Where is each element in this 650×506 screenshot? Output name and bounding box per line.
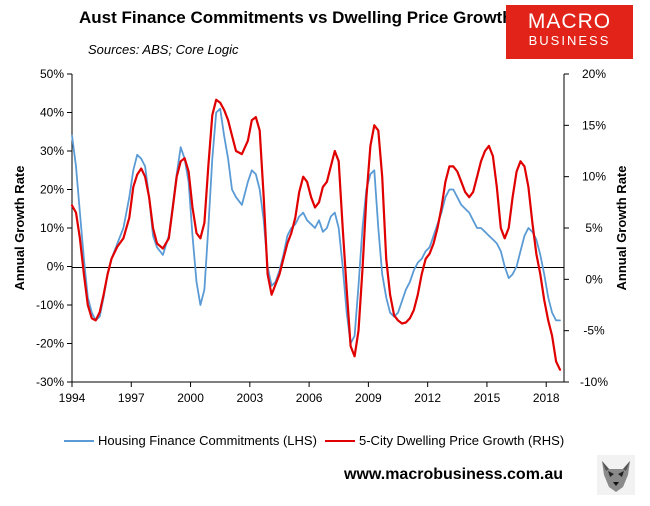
chart-title: Aust Finance Commitments vs Dwelling Pri…	[79, 8, 513, 27]
y-left-tick-label: -20%	[36, 337, 64, 351]
y-left-tick-label: 10%	[40, 221, 64, 235]
y-right-tick-label: 10%	[582, 170, 606, 184]
y-left-tick-label: 20%	[40, 183, 64, 197]
x-tick-label: 2006	[296, 391, 323, 405]
legend-label-dwelling-price: 5-City Dwelling Price Growth (RHS)	[359, 433, 564, 448]
x-tick-label: 1997	[118, 391, 145, 405]
logo-line-1: MACRO	[527, 10, 612, 33]
macrobusiness-logo: MACRO BUSINESS	[506, 5, 633, 59]
y-left-tick-label: 0%	[47, 260, 65, 274]
series-line-housing-finance	[71, 107, 561, 345]
x-tick-label: 2000	[177, 391, 204, 405]
y-left-tick-label: -10%	[36, 298, 64, 312]
y-right-tick-label: 20%	[582, 67, 606, 81]
series-line-dwelling-price	[70, 98, 562, 371]
logo-line-2: BUSINESS	[528, 33, 611, 48]
x-tick-label: 2015	[474, 391, 501, 405]
x-tick-label: 2018	[533, 391, 560, 405]
y-right-tick-label: -5%	[583, 324, 605, 338]
y-left-tick-label: 30%	[40, 144, 64, 158]
chart-sources: Sources: ABS; Core Logic	[88, 42, 239, 57]
y-left-tick-label: 40%	[40, 106, 64, 120]
y-axis-title-right: Annual Growth Rate	[614, 166, 629, 291]
x-tick-label: 1994	[59, 391, 86, 405]
axis-ticks: -30% -20% -10% 0% 10% 20% 30% 40% 50% -10% -5% 0% 5%…	[36, 67, 608, 405]
x-tick-label: 2012	[414, 391, 441, 405]
y-left-tick-label: -30%	[36, 375, 64, 389]
series-layer	[70, 98, 562, 371]
legend: Housing Finance Commitments (LHS) 5-City…	[64, 433, 564, 448]
x-tick-label: 2003	[236, 391, 263, 405]
y-right-tick-label: 0%	[585, 272, 603, 286]
website-url: www.macrobusiness.com.au	[344, 466, 564, 483]
y-right-tick-label: -10%	[580, 375, 608, 389]
legend-label-housing-finance: Housing Finance Commitments (LHS)	[98, 433, 317, 448]
y-left-tick-label: 50%	[40, 67, 64, 81]
y-right-tick-label: 15%	[582, 118, 606, 132]
y-axis-title-left: Annual Growth Rate	[12, 166, 27, 291]
x-tick-label: 2009	[355, 391, 382, 405]
y-right-tick-label: 5%	[585, 221, 603, 235]
wolf-icon	[597, 455, 635, 495]
